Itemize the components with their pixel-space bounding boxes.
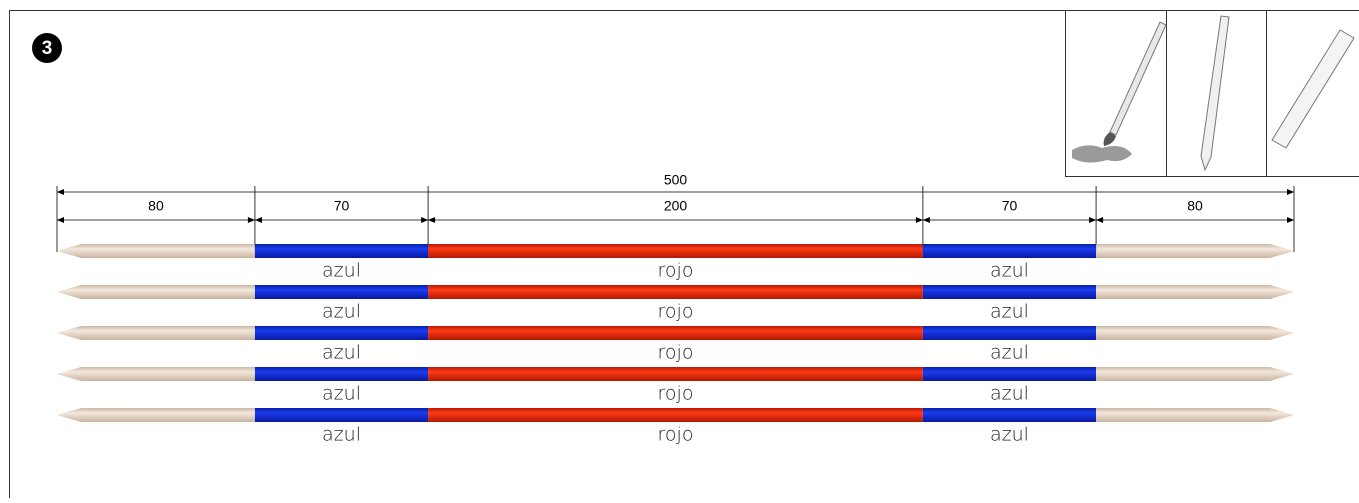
color-label: rojo [658,383,694,405]
stick-segment [923,285,1096,299]
stick-segment [428,244,923,258]
stick-segment [923,326,1096,340]
color-label: rojo [658,424,694,446]
stick-segment [428,285,923,299]
stick-segment [428,367,923,381]
color-label: azul [990,260,1029,282]
color-label: azul [322,301,361,323]
stick-tip [1096,367,1294,381]
arrowhead [923,217,930,223]
color-label: rojo [658,260,694,282]
stick-segment [923,367,1096,381]
arrowhead [57,217,64,223]
color-label: azul [322,342,361,364]
stick-tip [57,326,255,340]
arrowhead [1287,189,1294,195]
stick-tip [1096,285,1294,299]
stick-tip [1096,408,1294,422]
stick-segment [428,326,923,340]
stick-segment [255,367,428,381]
stick-segment [255,326,428,340]
dimension-total: 500 [664,172,688,188]
arrowhead [248,217,255,223]
arrowhead [916,217,923,223]
tool-icons [1066,10,1359,177]
stick-tip [57,367,255,381]
stick-tip [57,244,255,258]
arrowhead [421,217,428,223]
color-label: azul [322,260,361,282]
dimension-part: 70 [1002,198,1018,214]
stick-segment [255,408,428,422]
step-number: 3 [42,38,53,59]
dimension-part: 80 [1187,198,1203,214]
color-label: azul [322,424,361,446]
stick-tip [1096,244,1294,258]
stick-segment [255,285,428,299]
color-label: azul [990,342,1029,364]
arrowhead [1287,217,1294,223]
dimension-part: 200 [664,198,688,214]
stick-segment [923,408,1096,422]
color-label: rojo [658,301,694,323]
color-label: azul [990,424,1029,446]
arrowhead [255,217,262,223]
color-label: azul [990,301,1029,323]
stick-tip [57,285,255,299]
stick-segment [428,408,923,422]
stick-tip [57,408,255,422]
arrowhead [1096,217,1103,223]
stick-segment [255,244,428,258]
stick-tip [1096,326,1294,340]
arrowhead [428,217,435,223]
dimension-part: 80 [148,198,164,214]
dimension-part: 70 [334,198,350,214]
stick-segment [923,244,1096,258]
color-label: rojo [658,342,694,364]
arrowhead [57,189,64,195]
color-label: azul [990,383,1029,405]
color-label: azul [322,383,361,405]
arrowhead [1089,217,1096,223]
